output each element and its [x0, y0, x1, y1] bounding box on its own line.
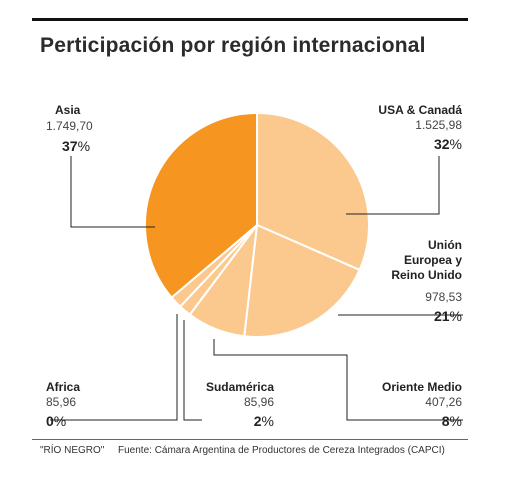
label-ue-value: 978,53: [425, 290, 462, 304]
pct-sign: %: [449, 413, 462, 429]
label-asia-value: 1.749,70: [46, 119, 93, 133]
pct-sign: %: [449, 308, 462, 324]
label-om-value: 407,26: [425, 395, 462, 409]
label-ue-line2: Europea y: [403, 253, 462, 267]
pct-sign: %: [449, 136, 462, 152]
leader-afr: [50, 314, 178, 421]
pct-sign: %: [53, 413, 67, 429]
label-ue-pct: 21: [433, 308, 450, 324]
top-rule: [32, 18, 468, 21]
label-asia-value-box: 1.749,70: [46, 119, 93, 134]
pct-sign: %: [77, 138, 91, 154]
pie-slice-usa-canad-: [256, 111, 370, 272]
label-asia-name: Asia: [55, 103, 81, 117]
chart-title: Perticipación por región internacional: [40, 34, 426, 57]
label-afr-name: Africa: [46, 380, 81, 394]
label-afr: Africa 85,96 0%: [46, 380, 126, 429]
leader-usa: [346, 156, 440, 215]
label-asia: Asia: [55, 103, 95, 118]
label-usa: USA & Canadá 1.525,98 32%: [360, 103, 462, 152]
label-sud: Sudamérica 85,96 2%: [190, 380, 274, 429]
leader-sud: [183, 320, 202, 421]
footer-source: Fuente: Cámara Argentina de Productores …: [118, 445, 445, 456]
leader-om: [213, 339, 463, 421]
label-ue: Unión Europea y Reino Unido 978,53 21%: [360, 238, 462, 324]
label-sud-pct: 2: [253, 413, 262, 429]
label-afr-value: 85,96: [46, 395, 77, 409]
label-om-pct: 8: [441, 413, 450, 429]
label-sud-name: Sudamérica: [205, 380, 274, 394]
label-ue-line3: Reino Unido: [391, 268, 462, 282]
label-usa-pct: 32: [433, 136, 450, 152]
label-usa-value: 1.525,98: [415, 118, 462, 132]
pie-slice-asia: [144, 111, 258, 299]
leader-asia: [70, 156, 155, 228]
pie-slice-uni-n-europea-y-reino-unido: [243, 223, 361, 338]
label-afr-pct: 0: [46, 413, 54, 429]
label-asia-pct-box: 37%: [62, 135, 90, 154]
label-usa-name: USA & Canadá: [378, 103, 462, 117]
footer-rule: [32, 439, 468, 440]
pct-sign: %: [261, 413, 274, 429]
label-ue-line1: Unión: [428, 238, 462, 252]
footer-credit: "RÍO NEGRO": [40, 445, 105, 456]
label-sud-value: 85,96: [243, 395, 274, 409]
label-om: Oriente Medio 407,26 8%: [360, 380, 462, 429]
label-om-name: Oriente Medio: [381, 380, 462, 394]
label-asia-pct: 37: [62, 138, 78, 154]
